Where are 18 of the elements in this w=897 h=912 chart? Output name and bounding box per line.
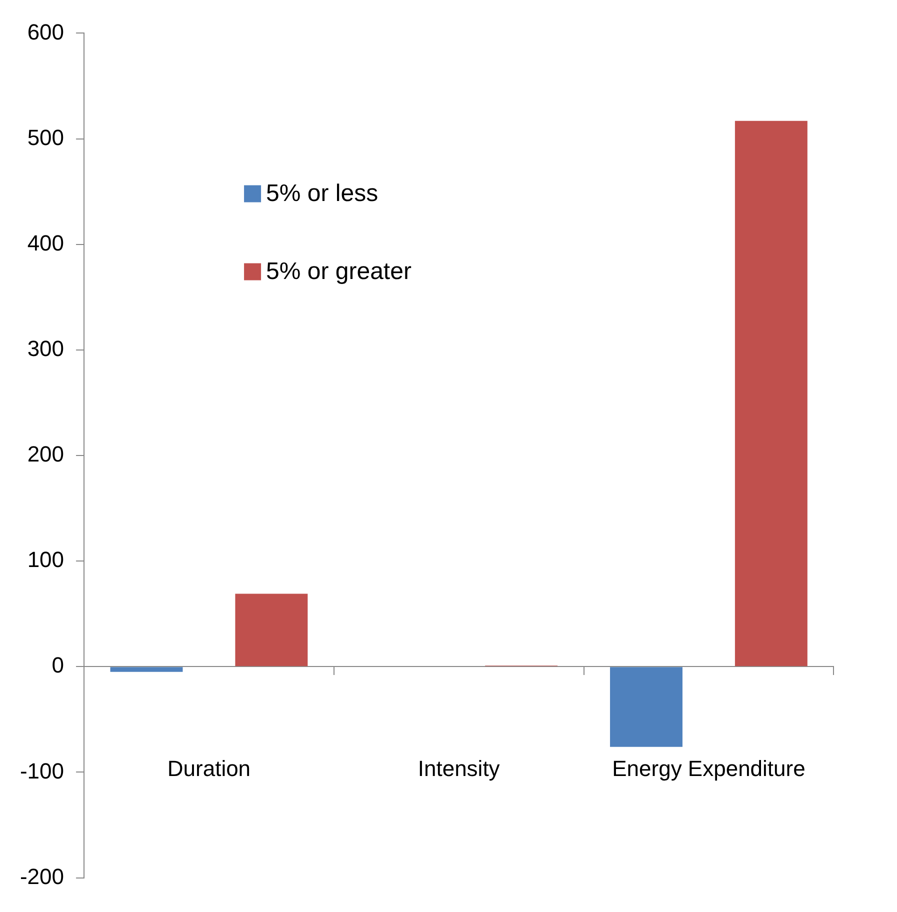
y-tick-label: -100 — [20, 758, 64, 784]
y-tick-label: -200 — [20, 864, 64, 889]
bar — [235, 594, 308, 666]
bar — [610, 667, 682, 747]
y-tick-label: 500 — [27, 124, 64, 150]
x-tick-label: Energy Expenditure — [612, 756, 806, 781]
y-tick-label: 0 — [52, 652, 64, 678]
bar — [734, 120, 808, 666]
y-tick-label: 400 — [27, 230, 64, 256]
x-tick-label: Intensity — [418, 756, 500, 781]
x-tick-label: Duration — [167, 756, 251, 781]
legend-label: 5% or less — [266, 180, 378, 207]
legend-label: 5% or greater — [266, 258, 412, 285]
y-tick-label: 300 — [27, 336, 64, 361]
y-tick-label: 100 — [27, 547, 64, 572]
y-tick-label: 200 — [27, 442, 64, 467]
bar — [110, 667, 183, 672]
y-tick-label: 600 — [27, 19, 64, 44]
